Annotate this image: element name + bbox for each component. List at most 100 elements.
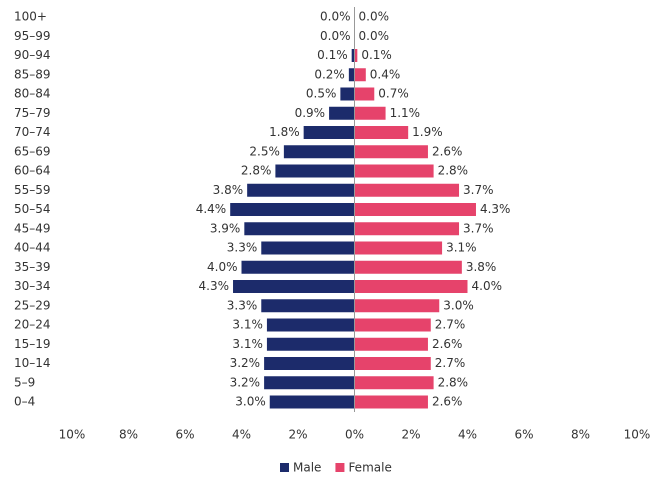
value-label: 2.7% — [435, 356, 466, 370]
value-label: 4.0% — [472, 279, 503, 293]
value-label: 3.1% — [446, 241, 477, 255]
legend-label: Male — [293, 461, 321, 475]
value-label: 0.1% — [361, 48, 392, 62]
value-label: 0.4% — [370, 67, 401, 81]
bar — [244, 222, 355, 236]
x-tick-label: 4% — [458, 428, 477, 442]
value-label: 3.2% — [230, 375, 261, 389]
bar — [340, 87, 355, 101]
value-label: 2.6% — [432, 144, 463, 158]
value-label: 1.9% — [412, 125, 443, 139]
value-label: 3.3% — [227, 298, 258, 312]
value-label: 4.4% — [196, 202, 227, 216]
value-label: 0.0% — [320, 29, 351, 43]
bar — [354, 203, 476, 216]
bar — [329, 106, 355, 120]
value-label: 2.7% — [435, 318, 466, 332]
bar — [351, 49, 355, 62]
category-label: 100+ — [14, 10, 47, 24]
category-label: 40–44 — [14, 241, 51, 255]
bar — [275, 164, 355, 178]
legend-swatch — [335, 463, 345, 472]
value-label: 3.7% — [463, 183, 494, 197]
value-label: 3.0% — [443, 298, 474, 312]
x-tick-label: 4% — [232, 428, 251, 442]
value-label: 0.9% — [295, 106, 326, 120]
category-label: 80–84 — [14, 87, 51, 101]
bar — [230, 203, 355, 216]
value-label: 3.2% — [230, 356, 261, 370]
value-label: 0.7% — [378, 87, 409, 101]
category-label: 85–89 — [14, 67, 51, 81]
bar — [261, 299, 355, 313]
bar — [303, 126, 355, 139]
x-tick-label: 0% — [345, 428, 364, 442]
bar — [261, 241, 355, 255]
bar — [354, 280, 468, 293]
bar — [354, 164, 434, 178]
x-tick-label: 6% — [175, 428, 194, 442]
category-label: 60–64 — [14, 164, 51, 178]
value-label: 2.8% — [438, 164, 469, 178]
bar — [266, 318, 355, 332]
value-label: 3.8% — [213, 183, 244, 197]
bar — [264, 376, 355, 390]
x-tick-label: 8% — [119, 428, 138, 442]
bar — [283, 145, 355, 159]
category-label: 35–39 — [14, 260, 51, 274]
category-label: 10–14 — [14, 356, 51, 370]
bar — [354, 318, 431, 332]
value-label: 0.1% — [317, 48, 348, 62]
bar — [354, 357, 431, 370]
value-label: 4.3% — [199, 279, 230, 293]
bar — [354, 126, 409, 139]
value-label: 2.6% — [432, 395, 463, 409]
category-label: 20–24 — [14, 318, 51, 332]
bar — [354, 241, 443, 255]
bar — [354, 395, 428, 409]
value-label: 4.3% — [480, 202, 511, 216]
category-label: 5–9 — [14, 375, 35, 389]
category-label: 55–59 — [14, 183, 51, 197]
x-tick-label: 8% — [571, 428, 590, 442]
value-label: 3.3% — [227, 241, 258, 255]
bar — [354, 376, 434, 390]
bar — [348, 68, 355, 82]
category-label: 15–19 — [14, 337, 51, 351]
category-label: 70–74 — [14, 125, 51, 139]
bar — [354, 145, 428, 159]
value-label: 2.5% — [249, 144, 280, 158]
bar — [354, 183, 460, 197]
value-label: 1.1% — [390, 106, 421, 120]
value-label: 3.0% — [235, 395, 266, 409]
bar — [266, 337, 355, 351]
category-label: 30–34 — [14, 279, 51, 293]
value-label: 0.2% — [314, 67, 345, 81]
category-label: 25–29 — [14, 298, 51, 312]
category-label: 75–79 — [14, 106, 51, 120]
category-label: 50–54 — [14, 202, 51, 216]
value-label: 0.0% — [359, 10, 390, 24]
bar — [354, 337, 428, 351]
value-label: 4.0% — [207, 260, 238, 274]
value-label: 2.8% — [241, 164, 272, 178]
value-label: 3.7% — [463, 221, 494, 235]
value-label: 0.0% — [320, 10, 351, 24]
value-label: 2.8% — [438, 375, 469, 389]
bar — [264, 357, 355, 370]
bar — [354, 299, 440, 313]
value-label: 0.0% — [359, 29, 390, 43]
value-label: 3.1% — [232, 318, 263, 332]
bar — [354, 260, 462, 274]
bar — [354, 222, 460, 236]
x-tick-label: 10% — [624, 428, 651, 442]
value-label: 0.5% — [306, 87, 337, 101]
bar — [354, 87, 375, 101]
bar — [241, 260, 355, 274]
x-tick-label: 6% — [514, 428, 533, 442]
category-label: 65–69 — [14, 144, 51, 158]
bar — [269, 395, 355, 409]
value-label: 3.1% — [232, 337, 263, 351]
bar — [354, 68, 366, 82]
